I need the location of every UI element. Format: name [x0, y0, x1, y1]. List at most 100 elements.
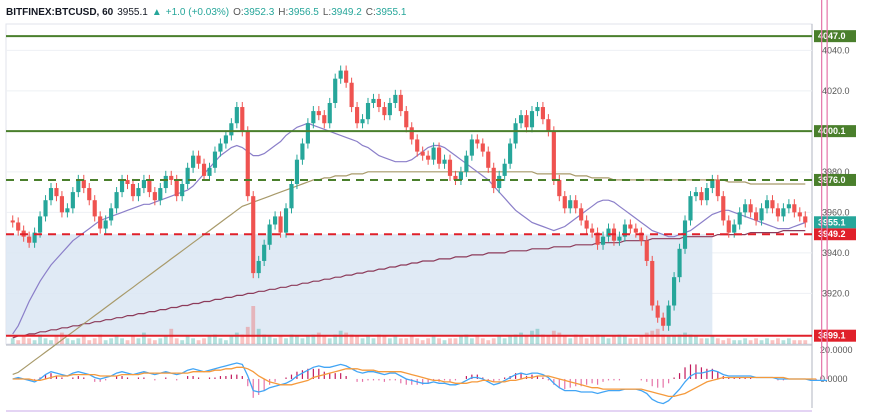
volume-bar: [202, 338, 206, 344]
volume-bar: [16, 340, 21, 344]
candle-body: [32, 232, 37, 243]
volume-bar: [743, 338, 748, 344]
volume-bar: [595, 334, 600, 344]
candle-body: [125, 179, 130, 184]
ohlc-low: L:3949.2: [323, 7, 362, 18]
volume-bar: [60, 332, 64, 344]
candle-body: [223, 135, 228, 144]
candle-body: [354, 107, 360, 124]
candle-body: [491, 167, 496, 189]
candle-body: [759, 208, 764, 221]
ma-long-line: [12, 230, 806, 339]
level-tag-label: 4000.1: [818, 126, 846, 136]
high-label: H:: [278, 6, 289, 18]
volume-bar: [420, 340, 425, 344]
candle-body: [721, 196, 726, 221]
candle-body: [786, 204, 791, 209]
candle-body: [497, 175, 502, 189]
candle-body: [797, 212, 802, 217]
high-value: 3956.5: [288, 6, 319, 18]
candle-body: [568, 200, 573, 209]
candle-body: [136, 188, 141, 197]
volume-bar: [120, 338, 124, 344]
candle-body: [650, 260, 655, 306]
candle-body: [447, 159, 453, 176]
volume-bar: [65, 338, 70, 344]
candle-body: [48, 188, 54, 201]
candle-body: [753, 212, 759, 221]
volume-bar: [180, 340, 185, 344]
volume-bar: [704, 338, 709, 344]
volume-bar: [300, 338, 305, 344]
volume-bar: [267, 336, 272, 344]
candle-body: [322, 115, 327, 124]
candle-body: [436, 147, 442, 164]
candle-body: [726, 220, 731, 233]
candle-body: [327, 102, 332, 124]
volume-bar: [409, 336, 414, 344]
close-value: 3955.1: [375, 6, 407, 18]
volume-bar: [765, 338, 769, 344]
volume-bar: [223, 340, 228, 344]
chart-header: BITFINEX:BTCUSD, 60 3955.1 ▲ +1.0 (+0.03…: [6, 3, 406, 21]
volume-bar: [540, 334, 545, 344]
candle-body: [289, 184, 294, 209]
candle-body: [273, 216, 278, 225]
volume-bar: [781, 340, 786, 344]
volume-bar: [213, 334, 217, 344]
volume-bar: [344, 332, 349, 344]
macd-tick-label: 0.0000: [820, 374, 848, 384]
candle-body: [633, 228, 638, 233]
volume-bar: [273, 338, 278, 344]
candle-body: [169, 175, 174, 180]
volume-bar: [431, 336, 436, 344]
candle-body: [622, 224, 627, 237]
candle-body: [147, 179, 152, 193]
candle-body: [294, 159, 300, 184]
close-label: C:: [365, 6, 376, 18]
volume-bar: [508, 336, 513, 344]
volume-bar: [639, 336, 644, 344]
volume-bar: [448, 338, 452, 344]
volume-bar: [382, 336, 387, 344]
volume-bar: [311, 334, 316, 344]
volume-bar: [557, 332, 562, 344]
volume-bar: [710, 336, 715, 344]
volume-bar: [349, 334, 354, 344]
candle-body: [311, 111, 316, 124]
candle-body: [672, 277, 677, 306]
candle-body: [737, 212, 742, 225]
volume-bar: [617, 334, 622, 344]
volume-bar: [590, 336, 595, 344]
volume-bar: [628, 338, 633, 344]
candle-body: [305, 123, 310, 144]
candle-body: [595, 232, 600, 245]
price-tick-label: 3980.0: [822, 167, 850, 177]
volume-bar: [360, 338, 365, 344]
volume-bar: [606, 338, 611, 344]
volume-bar: [92, 338, 97, 344]
volume-bar: [251, 306, 256, 344]
candle-body: [398, 94, 403, 112]
candle-body: [775, 208, 781, 217]
candle-body: [409, 127, 414, 140]
last-price-tag: [814, 216, 856, 229]
candle-body: [464, 155, 469, 172]
volume-bar: [551, 330, 556, 344]
candle-body: [16, 222, 21, 231]
candle-body: [480, 143, 485, 152]
candle-body: [87, 188, 92, 201]
candle-body: [212, 151, 218, 168]
volume-bar: [721, 340, 726, 344]
candle-body: [699, 192, 704, 201]
candle-body: [426, 155, 431, 160]
candle-body: [666, 305, 671, 326]
candle-body: [54, 188, 59, 197]
candle-body: [245, 131, 250, 197]
candle-body: [606, 228, 611, 237]
volume-bar: [666, 336, 671, 344]
volume-bar: [480, 338, 485, 344]
candle-body: [338, 70, 343, 79]
volume-bar: [573, 334, 578, 344]
